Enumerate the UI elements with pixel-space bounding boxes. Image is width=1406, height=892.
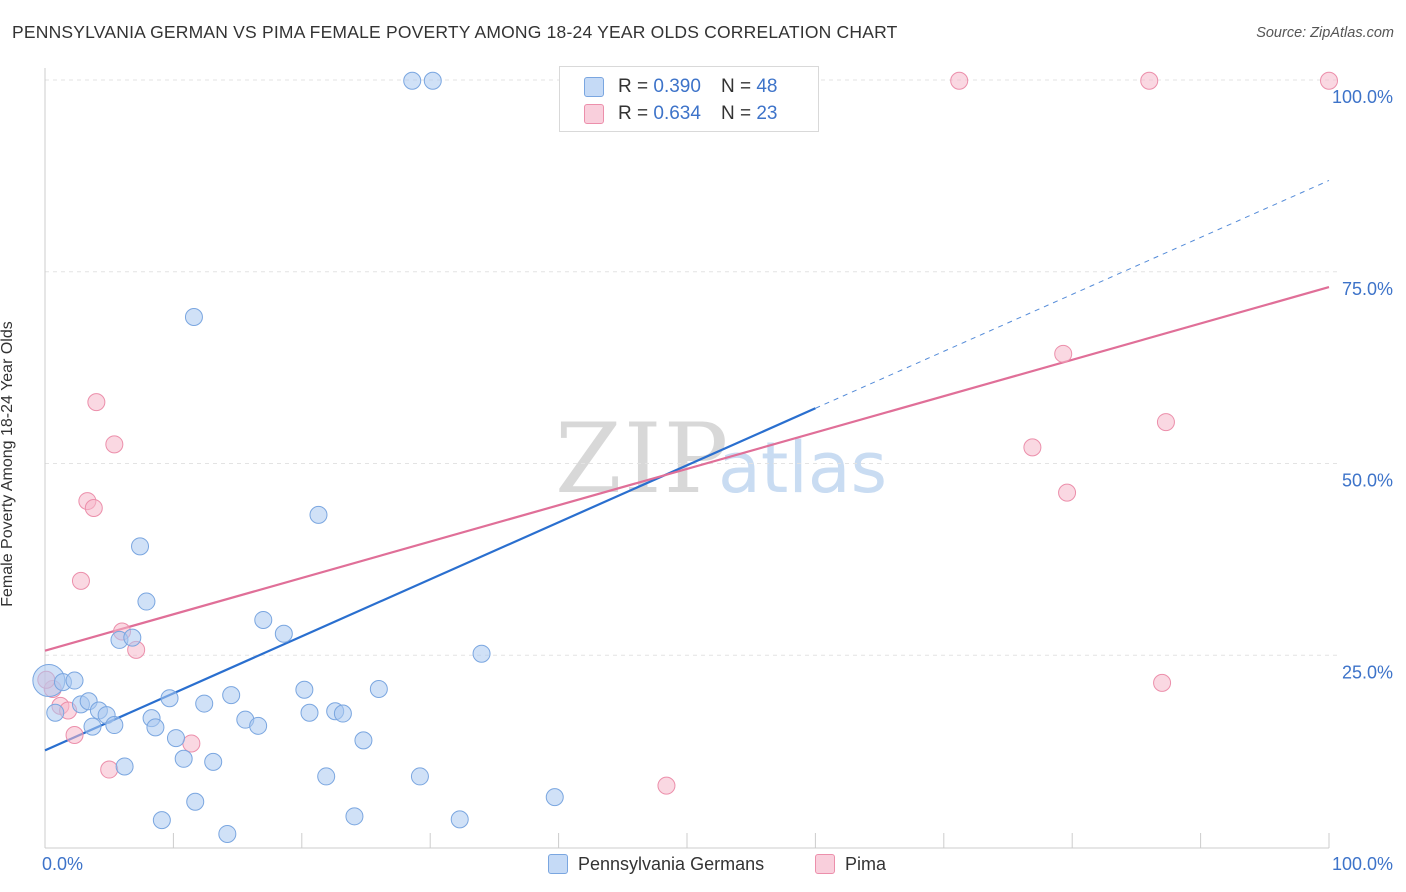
pima-point — [100, 760, 119, 779]
pima-point — [1058, 483, 1077, 502]
pima-point — [1156, 413, 1175, 432]
legend-r-value: 0.634 — [653, 103, 701, 124]
pennsylvania-germans-point — [131, 537, 150, 556]
legend-n-value: 23 — [756, 103, 778, 124]
pennsylvania-germans-point — [309, 505, 328, 524]
pima-point — [71, 571, 90, 590]
pennsylvania-german-points — [32, 71, 808, 843]
legend-n-label: N = — [720, 76, 752, 97]
pennsylvania-germans-point — [345, 807, 364, 826]
pennsylvania-germans-point — [222, 686, 241, 705]
pima-point — [1153, 673, 1172, 692]
pima-trend-line — [44, 286, 1330, 652]
legend-n-value: 48 — [756, 76, 778, 97]
pennsylvania-germans-point — [204, 752, 223, 771]
pennsylvania-germans-point — [300, 703, 319, 722]
pennsylvania-germans-point — [174, 749, 193, 768]
pennsylvania-germans-point — [274, 624, 293, 643]
pima-point — [1054, 344, 1073, 363]
pennsylvania-germans-point — [254, 610, 273, 629]
pennsylvania-germans-point — [317, 767, 336, 786]
pima-point — [182, 734, 201, 753]
pennsylvania-germans-point — [354, 731, 373, 750]
pennsylvania-germans-point — [83, 717, 102, 736]
pennsylvania-germans-point — [184, 308, 203, 327]
pima-point — [1320, 71, 1338, 90]
correlation-legend: R = 0.390 N = 48 R = 0.634 N = 23 — [559, 66, 819, 132]
pennsylvania-germans-point — [472, 644, 491, 663]
pennsylvania-germans-point — [105, 716, 124, 735]
axes — [44, 68, 1330, 849]
tick-labels: 25.0% 50.0% 75.0% 100.0% 0.0% 100.0% — [42, 87, 1393, 874]
pennsylvania-germans-point — [249, 716, 268, 735]
pima-point — [87, 393, 106, 412]
pennsylvania-germans-point — [195, 694, 214, 713]
chart-title: PENNSYLVANIA GERMAN VS PIMA FEMALE POVER… — [12, 22, 898, 42]
pennsylvania-germans-point — [295, 680, 314, 699]
x-tick-label-min: 0.0% — [42, 854, 83, 874]
pennsylvania-germans-point — [123, 628, 142, 647]
x-tick-label-max: 100.0% — [1332, 854, 1393, 874]
pima-point — [657, 776, 676, 795]
watermark-atlas: atlas — [718, 427, 887, 509]
y-tick-label: 100.0% — [1332, 87, 1393, 107]
legend-r-label: R = — [618, 103, 649, 124]
trend-lines — [44, 180, 1330, 752]
pima-point — [105, 435, 124, 454]
pennsylvania-germans-point — [218, 824, 237, 843]
pennsylvania-germans-point — [152, 811, 171, 830]
legend-label: Pima — [845, 853, 887, 874]
legend-item-pennsylvania-germans: Pennsylvania Germans — [548, 852, 764, 876]
pima-point — [1140, 71, 1159, 90]
y-axis-label: Female Poverty Among 18-24 Year Olds — [0, 321, 16, 607]
legend-row-pima: R = 0.634 N = 23 — [584, 102, 777, 126]
legend-swatch-blue — [548, 854, 568, 874]
pima-point — [65, 726, 84, 745]
source-label: Source: ZipAtlas.com — [1256, 25, 1394, 41]
pennsylvania-germans-point — [369, 679, 388, 698]
legend-row-pennsylvania-germans: R = 0.390 N = 48 — [584, 75, 777, 99]
pennsylvania-germans-point — [403, 71, 422, 90]
gridlines — [45, 79, 1339, 656]
pennsylvania-germans-trend-extension — [815, 180, 1330, 409]
legend-item-pima: Pima — [815, 852, 886, 876]
y-tick-label: 75.0% — [1342, 279, 1393, 299]
legend-label: Pennsylvania Germans — [578, 853, 765, 874]
legend-swatch-pink — [584, 104, 604, 124]
y-tick-label: 50.0% — [1342, 471, 1393, 491]
pima-point — [1023, 438, 1042, 457]
pennsylvania-germans-point — [423, 71, 442, 90]
legend-n-label: N = — [720, 103, 752, 124]
pennsylvania-germans-point — [146, 718, 165, 737]
pima-point — [950, 71, 969, 90]
pennsylvania-germans-point — [65, 671, 84, 690]
pennsylvania-germans-point — [46, 703, 65, 722]
y-tick-label: 25.0% — [1342, 662, 1393, 682]
pennsylvania-germans-point — [545, 788, 564, 807]
pennsylvania-germans-point — [115, 757, 134, 776]
pennsylvania-germans-point — [186, 792, 205, 811]
legend-swatch-pink — [815, 854, 835, 874]
pennsylvania-germans-point — [137, 592, 156, 611]
legend-swatch-blue — [584, 77, 604, 97]
pennsylvania-germans-trend-line — [44, 407, 816, 752]
pennsylvania-germans-point — [450, 810, 469, 829]
pima-point — [84, 498, 103, 517]
pennsylvania-germans-point — [333, 704, 352, 723]
pennsylvania-germans-point — [166, 729, 185, 748]
pennsylvania-germans-point — [160, 689, 179, 708]
legend-r-value: 0.390 — [653, 76, 701, 97]
pennsylvania-germans-point — [410, 767, 429, 786]
legend-r-label: R = — [618, 76, 649, 97]
